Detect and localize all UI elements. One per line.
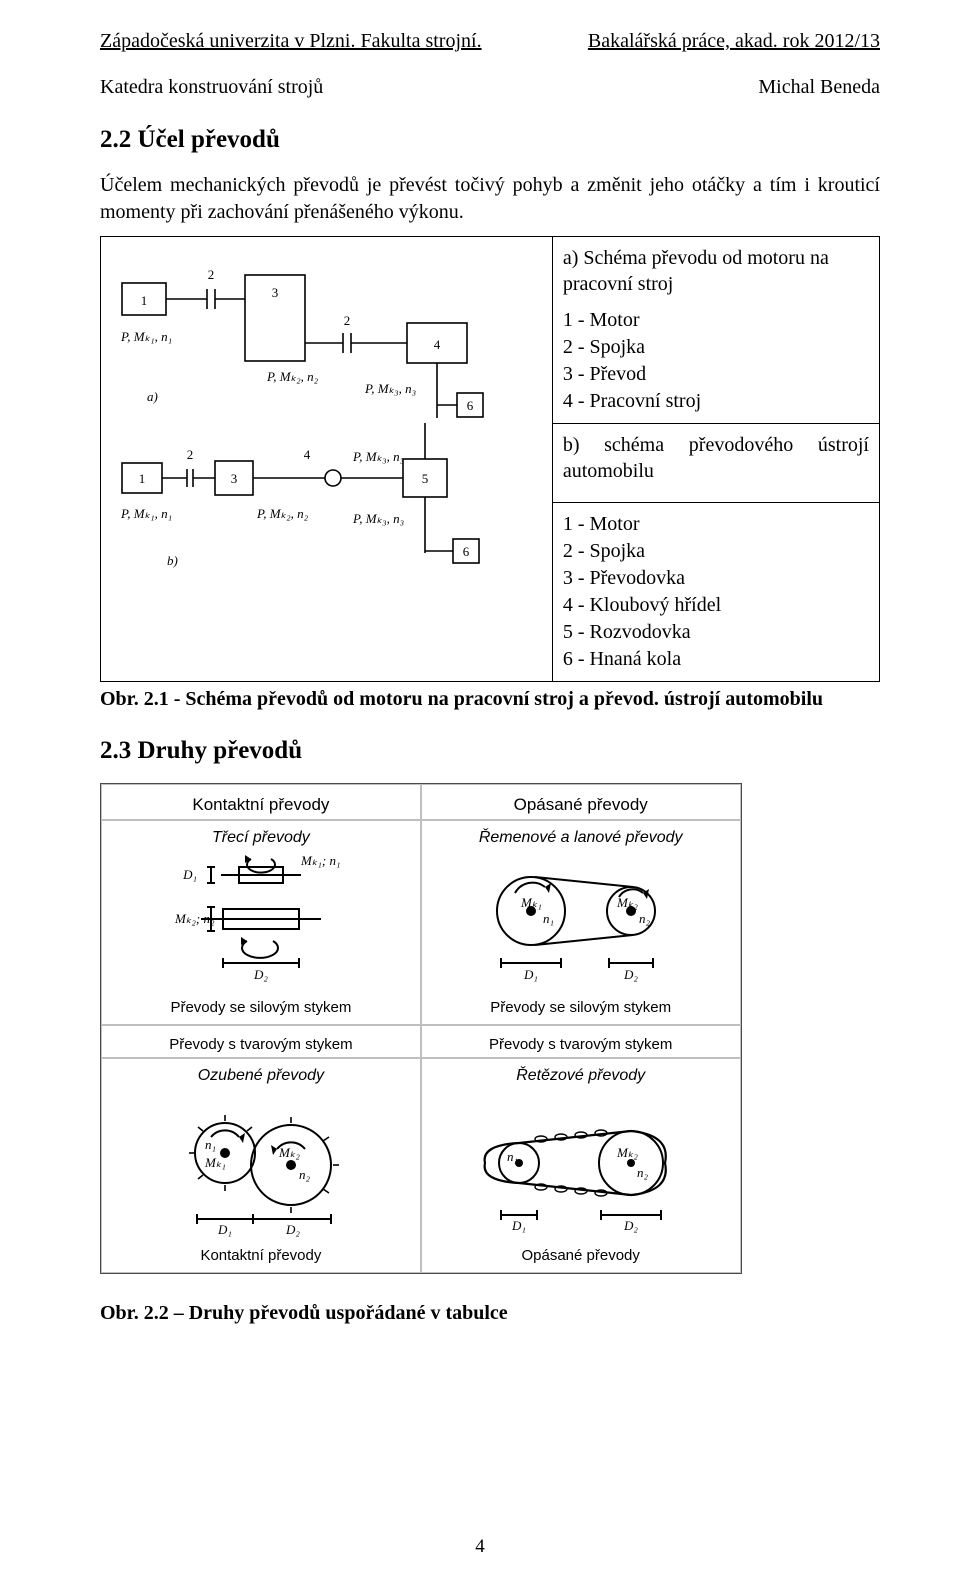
friction-drive-icon: Mₖ₁; n₁ D₁ Mₖ₂; n₂ D₂ <box>151 853 371 993</box>
schematic-svg: 1 2 3 <box>107 243 537 593</box>
block-b-3: 3 <box>231 471 238 486</box>
label-a-pm1: P, Mₖ₁, n₁ <box>120 329 172 344</box>
svg-text:P, Mₖ₃, n₃: P, Mₖ₃, n₃ <box>364 381 416 396</box>
svg-text:6: 6 <box>467 398 474 413</box>
figure-2-1-a-cell: a) Schéma převodu od motoru na pracovní … <box>552 237 879 424</box>
belt-drive-icon: Mₖ₁ n₁ Mₖ₂ n₂ D₁ D₂ <box>461 853 701 993</box>
fig22-r1-left-footer: Převody se silovým stykem <box>106 999 416 1016</box>
header-left-sub: Katedra konstruování strojů <box>100 74 323 100</box>
heading-2-3: 2.3 Druhy převodů <box>100 737 880 765</box>
svg-text:Mₖ₂: Mₖ₂ <box>278 1145 300 1160</box>
fig21-a-title: a) Schéma převodu od motoru na pracovní … <box>563 245 869 297</box>
header-right-sub: Michal Beneda <box>758 74 880 100</box>
fig21-b-legend: 1 - Motor 2 - Spojka 3 - Převodovka 4 - … <box>563 511 869 673</box>
block-b-6: 6 <box>463 544 470 559</box>
svg-text:n₂: n₂ <box>299 1167 311 1182</box>
figure-2-2-box: Kontaktní převody Opásané převody Třecí … <box>100 783 742 1274</box>
svg-text:n₁: n₁ <box>507 1149 518 1164</box>
label-b-pm1: P, Mₖ₁, n₁ <box>120 506 172 521</box>
lbl-n1: n₁ <box>543 911 554 926</box>
svg-text:Mₖ₂: Mₖ₂ <box>616 1145 638 1160</box>
label-a: a) <box>147 389 158 404</box>
block-b-1: 1 <box>139 471 146 486</box>
fig22-r2-left: Ozubené převody <box>101 1058 421 1273</box>
svg-text:Mₖ₁: Mₖ₁ <box>204 1155 226 1170</box>
chain-drive-icon: n₁ Mₖ₂ n₂ D₁ D₂ <box>461 1091 701 1241</box>
fig21-a-legend: 1 - Motor 2 - Spojka 3 - Převod 4 - Prac… <box>563 307 869 415</box>
fig22-r1-right-sub: Řemenové a lanové převody <box>426 829 736 847</box>
block-a-2: 2 <box>208 267 215 282</box>
block-b-2: 2 <box>187 447 194 462</box>
fig22-r2-left-sub: Ozubené převody <box>106 1067 416 1085</box>
figure-2-1-b-title-cell: b) schéma převodového ústrojí automobilu <box>552 424 879 503</box>
paragraph-2-2: Účelem mechanických převodů je převést t… <box>100 172 880 226</box>
block-a-4: 4 <box>434 337 441 352</box>
header-right-top: Bakalářská práce, akad. rok 2012/13 <box>588 28 880 54</box>
svg-text:n₁: n₁ <box>205 1137 216 1152</box>
fig22-r2-secleft: Převody s tvarovým stykem <box>101 1025 421 1058</box>
block-b-4: 4 <box>304 447 311 462</box>
fig21-caption: Obr. 2.1 - Schéma převodů od motoru na p… <box>100 688 880 711</box>
fig22-r2-right-sub: Řetězové převody <box>426 1067 736 1085</box>
lbl-d1b: D₁ <box>523 967 538 982</box>
fig22-r2-right: Řetězové převody <box>421 1058 741 1273</box>
heading-2-2: 2.2 Účel převodů <box>100 126 880 154</box>
fig22-col-left-header: Kontaktní převody <box>101 784 421 820</box>
lbl-mk2n2: Mₖ₂; n₂ <box>174 911 215 926</box>
page-number: 4 <box>0 1536 960 1558</box>
svg-text:D₁: D₁ <box>182 867 197 882</box>
fig22-caption: Obr. 2.2 – Druhy převodů uspořádané v ta… <box>100 1302 880 1325</box>
header-row-1: Západočeská univerzita v Plzni. Fakulta … <box>100 28 880 54</box>
block-a-1: 1 <box>141 293 148 308</box>
svg-text:2: 2 <box>344 313 351 328</box>
fig22-col-right-header: Opásané převody <box>421 784 741 820</box>
label-a-pm2: P, Mₖ₂, n₂ <box>266 369 319 384</box>
fig21-b-title: b) schéma převodového ústrojí automobilu <box>563 432 869 484</box>
fig22-r1-right: Řemenové a lanové převody <box>421 820 741 1025</box>
svg-text:D₁: D₁ <box>511 1218 526 1233</box>
header-left-top: Západočeská univerzita v Plzni. Fakulta … <box>100 28 482 54</box>
lbl-mk2: Mₖ₂ <box>616 895 638 910</box>
gear-drive-icon: n₁ Mₖ₁ Mₖ₂ n₂ D₁ D₂ <box>151 1091 371 1241</box>
fig22-r1-left: Třecí převody <box>101 820 421 1025</box>
figure-2-1-table: 1 2 3 <box>100 236 880 682</box>
label-b: b) <box>167 553 178 568</box>
fig22-r1-right-footer: Převody se silovým stykem <box>426 999 736 1016</box>
block-b-5: 5 <box>422 471 429 486</box>
svg-text:n₂: n₂ <box>637 1165 649 1180</box>
fig22-r2-right-footer: Opásané převody <box>426 1247 736 1264</box>
lbl-mk1n1: Mₖ₁; n₁ <box>300 853 340 868</box>
figure-2-1-diagram-cell: 1 2 3 <box>101 237 553 682</box>
fig22-r1-left-sub: Třecí převody <box>106 829 416 847</box>
lbl-n2: n₂ <box>639 911 651 926</box>
header-row-2: Katedra konstruování strojů Michal Bened… <box>100 74 880 100</box>
label-b-pm4: P, Mₖ₃, n₃ <box>352 511 404 526</box>
lbl-d2b: D₂ <box>623 967 638 982</box>
fig22-r2-secright: Převody s tvarovým stykem <box>421 1025 741 1058</box>
lbl-d2: D₂ <box>253 967 268 982</box>
label-b-pm2: P, Mₖ₂, n₂ <box>256 506 309 521</box>
svg-text:D₂: D₂ <box>285 1222 300 1237</box>
fig22-r2-left-footer: Kontaktní převody <box>106 1247 416 1264</box>
figure-2-1-b-legend-cell: 1 - Motor 2 - Spojka 3 - Převodovka 4 - … <box>552 503 879 682</box>
label-b-pm3: P, Mₖ₃, n₃ <box>352 449 404 464</box>
lbl-mk1: Mₖ₁ <box>520 895 542 910</box>
block-a-3: 3 <box>272 285 279 300</box>
svg-text:D₂: D₂ <box>623 1218 638 1233</box>
svg-text:D₁: D₁ <box>217 1222 232 1237</box>
